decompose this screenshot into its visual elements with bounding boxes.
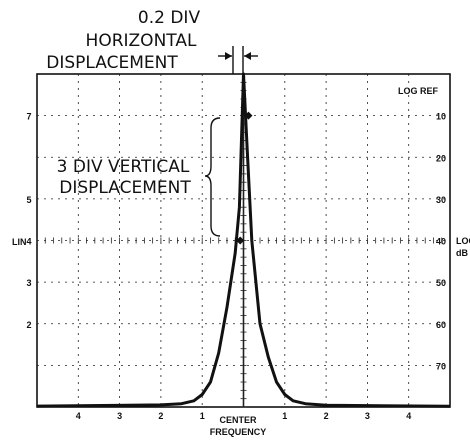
log-ref-label: LOG REF	[398, 86, 439, 96]
bottom-tick-label: 3	[117, 411, 122, 421]
bottom-tick-label: 1	[200, 411, 205, 421]
annotation-line-1: 0.2 DIV	[138, 8, 201, 28]
right-tick-label: 70	[436, 361, 446, 371]
horizontal-displacement-arrows	[218, 46, 258, 74]
right-tick-label: 50	[436, 278, 446, 288]
lin-axis-label: LIN	[12, 237, 27, 247]
curve-marker	[244, 111, 253, 120]
left-tick-label: 4	[26, 237, 31, 247]
annotation-line-2: HORIZONTAL	[86, 31, 197, 51]
bottom-tick-label: 4	[76, 411, 81, 421]
vertical-annotation-line-1: 3 DIV VERTICAL	[57, 157, 190, 177]
vertical-displacement-brace	[204, 117, 221, 237]
bottom-tick-label: 3	[365, 411, 370, 421]
bottom-tick-label: 2	[158, 411, 163, 421]
vertical-annotation-line-2: DISPLACEMENT	[59, 178, 191, 198]
right-tick-labels: 10 20 30 40 50 60 70	[436, 112, 446, 372]
left-tick-label: 5	[26, 195, 31, 205]
annotation-line-3: DISPLACEMENT	[46, 53, 178, 73]
left-tick-label: 2	[26, 320, 31, 330]
right-tick-label: 40	[436, 237, 446, 247]
right-tick-label: 20	[436, 153, 446, 163]
bottom-tick-labels: 4 3 2 1 1 2 3 4	[76, 411, 411, 421]
right-tick-label: 30	[436, 195, 446, 205]
right-tick-label: 10	[436, 112, 446, 122]
response-curve	[36, 72, 451, 408]
curve-markers	[236, 111, 253, 245]
right-tick-label: 60	[436, 320, 446, 330]
log-axis-label: LOG	[456, 236, 470, 246]
curve-marker	[236, 236, 245, 245]
left-tick-label: 7	[26, 112, 31, 122]
left-tick-labels: 7 5 4 3 2	[26, 112, 31, 330]
center-frequency-label-1: CENTER	[219, 415, 257, 425]
bottom-tick-label: 4	[406, 411, 411, 421]
graticule-minor-ticks	[36, 81, 443, 408]
left-tick-label: 3	[26, 278, 31, 288]
bottom-tick-label: 1	[282, 411, 287, 421]
db-axis-label: dB	[456, 248, 468, 258]
center-frequency-label-2: FREQUENCY	[210, 427, 267, 437]
bottom-tick-label: 2	[324, 411, 329, 421]
